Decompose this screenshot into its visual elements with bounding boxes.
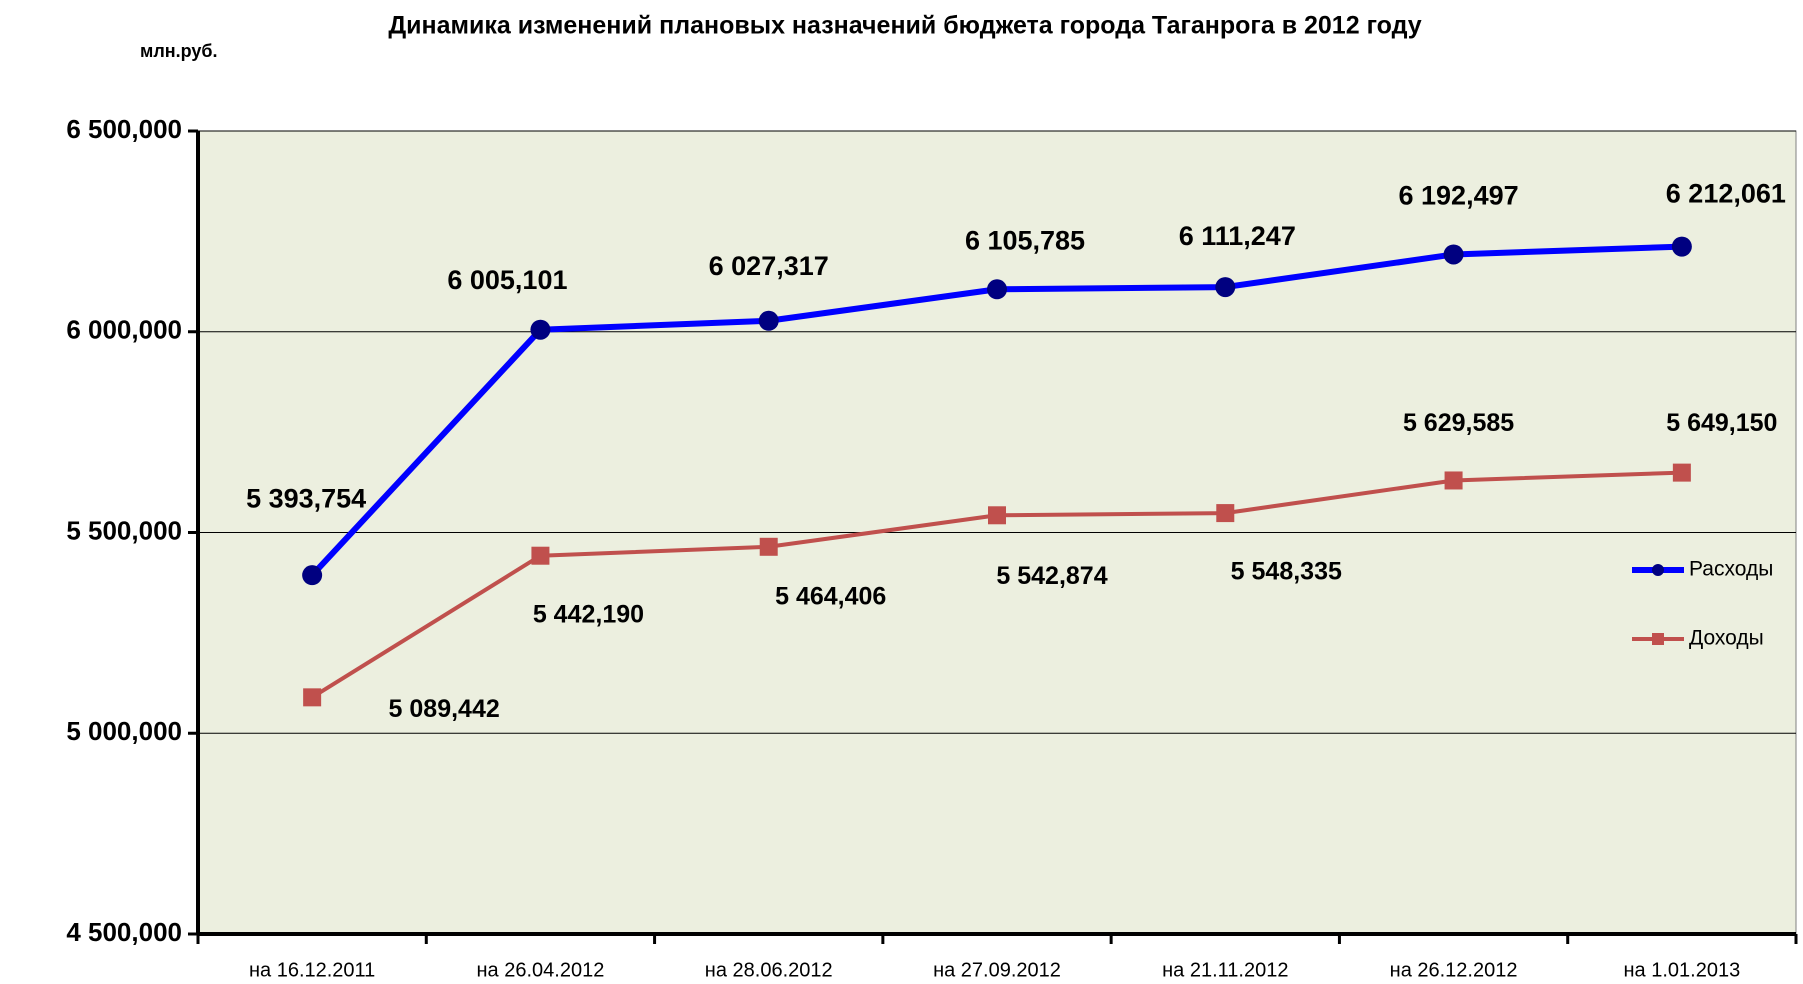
- legend-marker: [1652, 633, 1664, 645]
- marker: [1215, 277, 1236, 298]
- data-label: 5 629,585: [1403, 409, 1514, 437]
- data-label: 6 111,247: [1179, 221, 1296, 251]
- y-tick-label: 5 000,000: [66, 716, 182, 746]
- x-tick-label: на 16.12.2011: [249, 959, 375, 981]
- data-label: 5 464,406: [775, 582, 886, 610]
- marker: [303, 688, 322, 707]
- x-tick-label: на 1.01.2013: [1624, 959, 1741, 981]
- marker: [302, 565, 323, 586]
- x-tick-label: на 27.09.2012: [933, 959, 1061, 981]
- y-tick-label: 4 500,000: [66, 917, 182, 947]
- marker: [530, 319, 551, 340]
- x-tick-label: на 26.12.2012: [1390, 959, 1518, 981]
- data-label: 6 005,101: [447, 265, 567, 295]
- marker: [758, 310, 779, 331]
- marker: [759, 537, 778, 556]
- data-label: 6 105,785: [965, 225, 1085, 255]
- data-label: 6 027,317: [709, 251, 829, 281]
- data-label: 5 649,150: [1666, 409, 1777, 437]
- legend-label: Доходы: [1689, 627, 1764, 650]
- data-label: 5 548,335: [1231, 558, 1342, 586]
- legend-marker: [1652, 564, 1664, 576]
- legend-label: Расходы: [1689, 558, 1773, 581]
- y-tick-label: 6 000,000: [66, 315, 182, 345]
- marker: [1216, 504, 1235, 523]
- marker: [1443, 244, 1464, 265]
- marker: [531, 546, 550, 565]
- data-label: 6 192,497: [1399, 181, 1519, 211]
- y-tick-label: 5 500,000: [66, 515, 182, 545]
- y-unit-label: млн.руб.: [140, 41, 218, 61]
- marker: [1444, 471, 1463, 490]
- y-tick-label: 6 500,000: [66, 114, 182, 144]
- x-tick-label: на 26.04.2012: [477, 959, 605, 981]
- chart-title: Динамика изменений плановых назначений б…: [388, 12, 1421, 40]
- data-label: 5 442,190: [533, 600, 644, 628]
- marker: [987, 279, 1007, 300]
- marker: [988, 506, 1006, 525]
- x-tick-label: на 21.11.2012: [1162, 959, 1288, 981]
- data-label: 5 089,442: [389, 695, 500, 723]
- data-label: 5 542,874: [996, 562, 1107, 590]
- marker: [1671, 236, 1692, 257]
- data-label: 6 212,061: [1666, 179, 1786, 209]
- data-label: 5 393,754: [246, 483, 366, 513]
- marker: [1672, 463, 1691, 482]
- x-tick-label: на 28.06.2012: [705, 959, 833, 981]
